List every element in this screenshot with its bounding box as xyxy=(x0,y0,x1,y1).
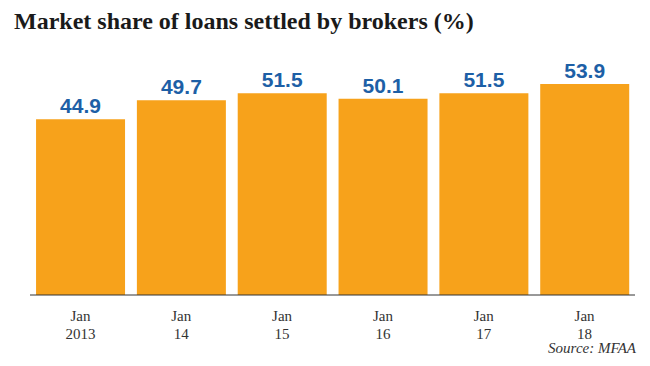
svg-text:Jan14: Jan14 xyxy=(171,308,191,342)
svg-text:53.9: 53.9 xyxy=(564,59,605,82)
svg-text:51.5: 51.5 xyxy=(463,68,504,91)
svg-text:Jan18: Jan18 xyxy=(575,308,595,342)
svg-text:51.5: 51.5 xyxy=(262,68,303,91)
svg-text:49.7: 49.7 xyxy=(161,75,202,98)
svg-text:44.9: 44.9 xyxy=(60,94,101,117)
svg-text:Jan16: Jan16 xyxy=(373,308,393,342)
svg-text:Jan2013: Jan2013 xyxy=(65,308,95,342)
html-text:Source: MFAA: Source: MFAA xyxy=(548,340,636,356)
html-text:Market share of loans settled: Market share of loans settled by brokers… xyxy=(14,8,474,34)
svg-text:50.1: 50.1 xyxy=(363,74,404,97)
svg-text:Jan17: Jan17 xyxy=(474,308,494,342)
svg-text:Jan15: Jan15 xyxy=(272,308,292,342)
